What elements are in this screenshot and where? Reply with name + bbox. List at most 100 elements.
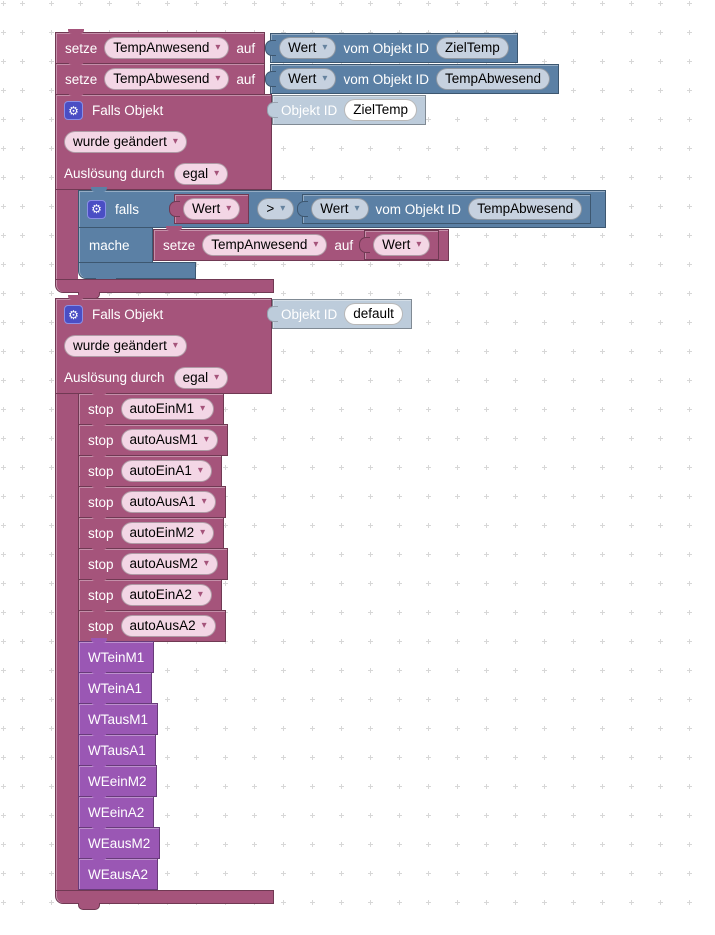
setze-label: setze [65,40,98,56]
trigger-row: Auslösung durch egal [56,362,271,393]
function-name: WEausM2 [88,835,151,851]
trigger-dropdown[interactable]: egal [173,162,229,185]
trigger-label: Auslösung durch [64,370,165,385]
function-call-block[interactable]: WTeinA1 [78,669,153,704]
stop-block[interactable]: stop autoAusM2 [78,545,228,580]
get-value-block-cond[interactable]: Wert vom Objekt ID TempAbwesend [297,194,592,224]
changed-dropdown[interactable]: wurde geändert [64,335,187,357]
top-notch [91,576,107,581]
gear-icon[interactable] [64,101,83,120]
on-change-block-2[interactable]: Falls Objekt wurde geändert Auslösung du… [55,295,412,910]
if-do-row: mache setze TempAnwesend auf Wert [78,226,450,263]
wert-value-block[interactable]: Wert [169,194,250,224]
schedule-dropdown[interactable]: autoEinA2 [120,584,212,606]
vom-objekt-id-label: vom Objekt ID [375,201,462,217]
top-notch [91,452,107,457]
objectid-shadow-block-1[interactable]: Objekt ID ZielTemp [267,95,427,125]
wert-dropdown[interactable]: Wert [373,234,431,256]
variable-dropdown[interactable]: TempAbwesend [104,68,230,90]
objectid-shadow-block-2[interactable]: Objekt ID default [267,299,412,329]
inner-setze-block[interactable]: setze TempAnwesend auf Wert [153,226,450,261]
trigger-dropdown[interactable]: egal [173,366,229,389]
changed-row: wurde geändert [56,126,271,158]
schedule-dropdown[interactable]: autoEinM1 [120,398,215,420]
trigger-row: Auslösung durch egal [56,158,271,189]
schedule-dropdown[interactable]: autoEinA1 [120,460,212,482]
auf-label: auf [236,40,256,56]
variable-dropdown[interactable]: TempAnwesend [202,234,328,256]
stop-label: stop [88,432,114,448]
wert-dropdown[interactable]: Wert [183,198,241,220]
objectid-input[interactable]: ZielTemp [344,99,418,121]
top-notch [68,29,84,34]
setze-label: setze [65,71,98,87]
auf-label: auf [334,237,354,253]
gear-icon[interactable] [64,305,83,324]
top-notch [91,824,107,829]
falls-objekt-body[interactable]: Falls Objekt wurde geändert Auslösung du… [55,91,272,190]
stop-label: stop [88,556,114,572]
if-bottom-bar [78,262,196,285]
top-notch [91,700,107,705]
function-call-block[interactable]: WEeinA2 [78,793,155,828]
left-tab [169,201,181,217]
falls-objekt-title: Falls Objekt [92,103,164,118]
function-name: WTeinA1 [88,680,143,696]
wert-value-block[interactable]: Wert [359,230,440,260]
stop-block[interactable]: stop autoEinM1 [78,390,225,425]
falls-bottom-bar-2 [55,890,274,910]
top-notch [68,91,84,96]
on-change-block-1[interactable]: Falls Objekt wurde geändert Auslösung du… [55,91,607,299]
function-call-block[interactable]: WEausA2 [78,855,159,890]
schedule-dropdown[interactable]: autoAusM1 [120,429,218,451]
objectid-field[interactable]: TempAbwesend [435,68,551,90]
top-notch [91,731,107,736]
schedule-dropdown[interactable]: autoEinM2 [120,522,215,544]
falls-objekt-title: Falls Objekt [92,307,164,322]
stop-label: stop [88,525,114,541]
objectid-input[interactable]: default [344,303,403,325]
schedule-dropdown[interactable]: autoAusA2 [120,615,216,637]
if-header[interactable]: falls Wert > Wert vom Objekt ID TempAbwe… [78,187,607,228]
left-tab [265,71,277,87]
objectid-field[interactable]: TempAbwesend [468,198,583,220]
function-call-block[interactable]: WTeinM1 [78,638,155,673]
function-name: WTausA1 [88,742,146,758]
get-value-block-1[interactable]: Wert vom Objekt ID ZielTemp [265,33,518,63]
schedule-dropdown[interactable]: autoAusA1 [120,491,216,513]
set-row-2: setze TempAbwesend auf Wert vom Objekt I… [55,60,560,95]
stop-block[interactable]: stop autoAusA1 [78,483,226,518]
top-notch [91,607,107,612]
operator-dropdown[interactable]: > [257,198,295,220]
if-block[interactable]: falls Wert > Wert vom Objekt ID TempAbwe… [78,187,607,285]
statement-blocks: stop autoEinM1 stop autoAusM1 stop autoE… [78,390,228,890]
get-value-block-2[interactable]: Wert vom Objekt ID TempAbwesend [265,64,560,94]
setze-block-2[interactable]: setze TempAbwesend auf [55,60,266,95]
mache-label: mache [78,227,153,263]
top-notch [91,187,107,192]
changed-dropdown[interactable]: wurde geändert [64,131,187,153]
stop-block[interactable]: stop autoEinA1 [78,452,222,487]
stop-label: stop [88,494,114,510]
variable-dropdown[interactable]: TempAnwesend [104,37,230,59]
left-tab [359,237,371,253]
setze-label: setze [163,237,196,253]
wert-dropdown[interactable]: Wert [279,68,337,90]
changed-row: wurde geändert [56,330,271,362]
wert-dropdown[interactable]: Wert [311,198,369,220]
function-call-block[interactable]: WEeinM2 [78,762,157,797]
statement-spine [55,394,78,890]
wert-dropdown[interactable]: Wert [279,37,337,59]
setze-block-1[interactable]: setze TempAnwesend auf [55,29,266,64]
gear-icon[interactable] [87,199,106,219]
falls-label: falls [115,201,140,217]
function-call-block[interactable]: WEausM2 [78,824,161,859]
objectid-field[interactable]: ZielTemp [435,37,509,59]
function-call-block[interactable]: WTausM1 [78,700,159,735]
falls-objekt-body[interactable]: Falls Objekt wurde geändert Auslösung du… [55,295,272,394]
top-notch [68,60,84,65]
statement-area-1: falls Wert > Wert vom Objekt ID TempAbwe… [55,187,607,285]
function-call-block[interactable]: WTausA1 [78,731,156,766]
schedule-dropdown[interactable]: autoAusM2 [120,553,218,575]
